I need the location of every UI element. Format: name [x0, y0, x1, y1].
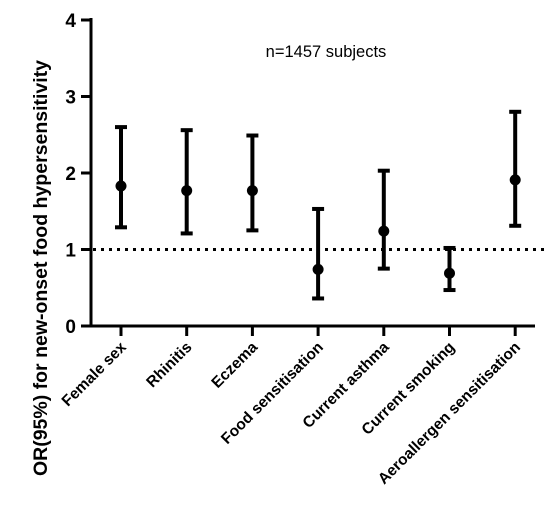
- sample-size-annotation: n=1457 subjects: [266, 43, 387, 61]
- y-axis-title: OR(95%) for new-onset food hypersensitiv…: [30, 60, 52, 476]
- x-category-label: Female sex: [59, 339, 130, 410]
- y-tick-label: 0: [65, 317, 76, 338]
- error-bar-marks: [115, 109, 522, 301]
- data-point: [115, 180, 127, 192]
- data-point: [246, 185, 258, 197]
- data-point: [509, 174, 521, 186]
- y-tick-label: 2: [65, 164, 76, 185]
- data-point: [181, 185, 193, 197]
- data-point: [312, 263, 324, 275]
- x-category-label: Aeroallergen sensitisation: [375, 339, 524, 488]
- x-category-label: Eczema: [208, 339, 261, 392]
- y-tick-label: 1: [65, 241, 76, 262]
- y-tick-label: 4: [65, 11, 76, 32]
- x-category-label: Rhinitis: [143, 339, 195, 391]
- data-point: [444, 267, 455, 279]
- data-point: [378, 225, 390, 237]
- y-tick-label: 3: [65, 88, 76, 109]
- y-axis: 0 1 2 3 4: [65, 11, 93, 338]
